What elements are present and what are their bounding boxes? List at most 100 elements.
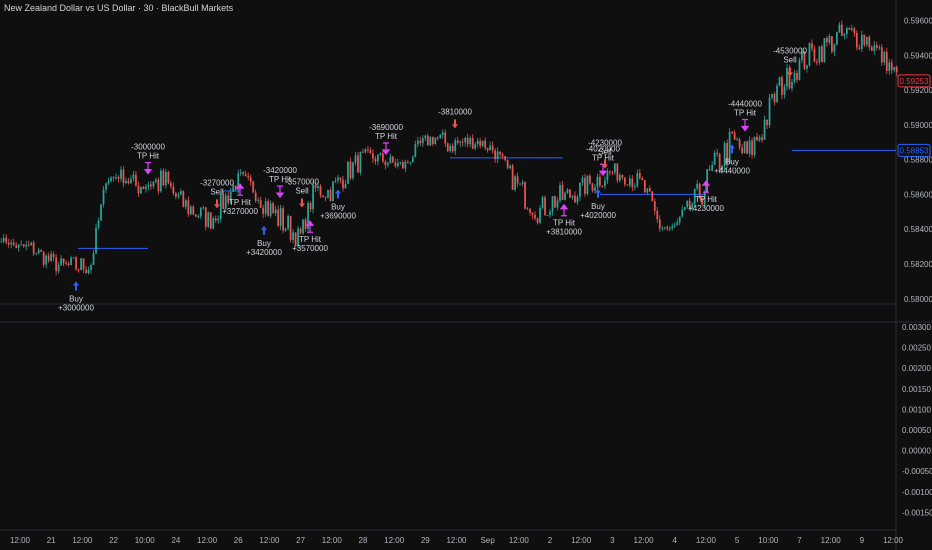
candle-body xyxy=(75,257,77,270)
candle-body xyxy=(464,137,467,143)
candle-body xyxy=(267,201,270,216)
candle-body xyxy=(763,119,766,140)
indicator-axis-label: 0.00150 xyxy=(902,385,931,394)
candle-body xyxy=(569,189,571,198)
time-axis-label: 26 xyxy=(234,536,243,545)
candle-body xyxy=(691,203,694,209)
candle-body xyxy=(609,171,611,173)
candle-body xyxy=(87,269,90,274)
candle-body xyxy=(885,51,888,72)
candle-body xyxy=(90,265,92,270)
candle-body xyxy=(461,141,464,143)
candle-body xyxy=(344,183,347,189)
trade-label: Buy xyxy=(725,157,739,166)
candle-body xyxy=(519,183,521,185)
candle-body xyxy=(324,196,327,198)
candle-body xyxy=(843,34,846,36)
trade-value: +3810000 xyxy=(546,228,582,237)
candle-body xyxy=(192,206,195,215)
candle-body xyxy=(865,36,868,45)
trade-value: +3270000 xyxy=(222,207,258,216)
candle-body xyxy=(179,191,182,195)
candle-body xyxy=(207,212,210,227)
candle-body xyxy=(214,218,217,221)
time-axis[interactable]: 12:00 21 12:00 22 10:00 24 12:00 26 12:00 27 12:00… xyxy=(10,536,904,545)
candle-body xyxy=(411,157,414,163)
candle-body xyxy=(848,28,851,30)
trade-label: TP Hit xyxy=(269,175,292,184)
candle-body xyxy=(481,140,484,146)
candle-body xyxy=(454,140,457,152)
sell-arrow-icon xyxy=(602,159,608,169)
candle-body xyxy=(387,163,389,166)
candle-body xyxy=(646,188,649,193)
current-price-tag-box xyxy=(897,74,931,88)
candle-body xyxy=(471,138,474,149)
candle-body xyxy=(449,145,452,152)
candle-body xyxy=(364,149,367,153)
tp-hit-icon xyxy=(143,161,153,175)
candle-body xyxy=(676,222,679,226)
chart-title[interactable]: New Zealand Dollar vs US Dollar · 30 · B… xyxy=(4,3,234,13)
candle-body xyxy=(451,145,454,152)
candle-body xyxy=(167,172,170,184)
candle-body xyxy=(282,208,284,231)
candle-body xyxy=(698,183,701,199)
indicator-axis-label: 0.00050 xyxy=(902,426,931,435)
buy-arrow-icon xyxy=(335,189,341,199)
candle-body xyxy=(297,228,299,246)
trade-label: TP Hit xyxy=(229,198,252,207)
candle-body xyxy=(706,169,709,192)
candle-body xyxy=(594,187,596,191)
candle-body xyxy=(758,137,761,141)
buy-arrow-icon xyxy=(73,281,79,291)
candle-body xyxy=(224,195,227,209)
candle-body xyxy=(142,186,145,190)
time-axis-label: 12:00 xyxy=(384,536,405,545)
trade-value: -3690000 xyxy=(369,123,403,132)
trade-value: -4230000 xyxy=(588,138,622,147)
candle-body xyxy=(623,177,626,185)
candle-body xyxy=(409,162,412,164)
indicator-axis[interactable]: 0.00300 0.00250 0.00200 0.00150 0.00100 0.000… xyxy=(902,323,932,517)
candle-body xyxy=(352,162,354,179)
candle-body xyxy=(22,244,25,247)
candle-body xyxy=(354,155,357,163)
candle-body xyxy=(115,177,117,179)
candle-body xyxy=(491,145,494,151)
candle-body xyxy=(618,175,621,181)
time-axis-label: 12:00 xyxy=(10,536,31,545)
trade-value: -4440000 xyxy=(728,100,762,109)
candle-body xyxy=(696,183,699,189)
candle-body xyxy=(217,218,220,221)
candle-body xyxy=(429,136,432,146)
candle-body xyxy=(813,48,816,62)
candle-body xyxy=(401,162,404,169)
time-axis-label: 2 xyxy=(548,536,553,545)
candle-body xyxy=(102,189,105,205)
candle-body xyxy=(349,161,352,179)
candle-body xyxy=(434,137,437,145)
candle-body xyxy=(347,161,349,184)
candle-body xyxy=(683,207,686,210)
candle-body xyxy=(614,163,616,173)
candle-body xyxy=(546,215,549,217)
candle-body xyxy=(506,159,509,169)
candle-body xyxy=(686,200,689,208)
candle-body xyxy=(155,179,157,182)
candle-body xyxy=(262,207,265,214)
price-axis[interactable]: 0.59600 0.59400 0.59200 0.59000 0.58800 0.586… xyxy=(897,16,932,304)
candle-body xyxy=(150,184,152,187)
sell-arrow-icon xyxy=(214,199,220,209)
candle-body xyxy=(791,81,793,89)
candle-body xyxy=(2,237,5,242)
candle-body xyxy=(534,214,536,219)
candle-body xyxy=(27,244,30,246)
time-axis-label: 28 xyxy=(359,536,368,545)
time-axis-label: 12:00 xyxy=(72,536,93,545)
candle-body xyxy=(693,188,696,204)
trade-label: Buy xyxy=(69,294,83,303)
candle-body xyxy=(100,204,102,221)
candle-body xyxy=(748,140,751,154)
